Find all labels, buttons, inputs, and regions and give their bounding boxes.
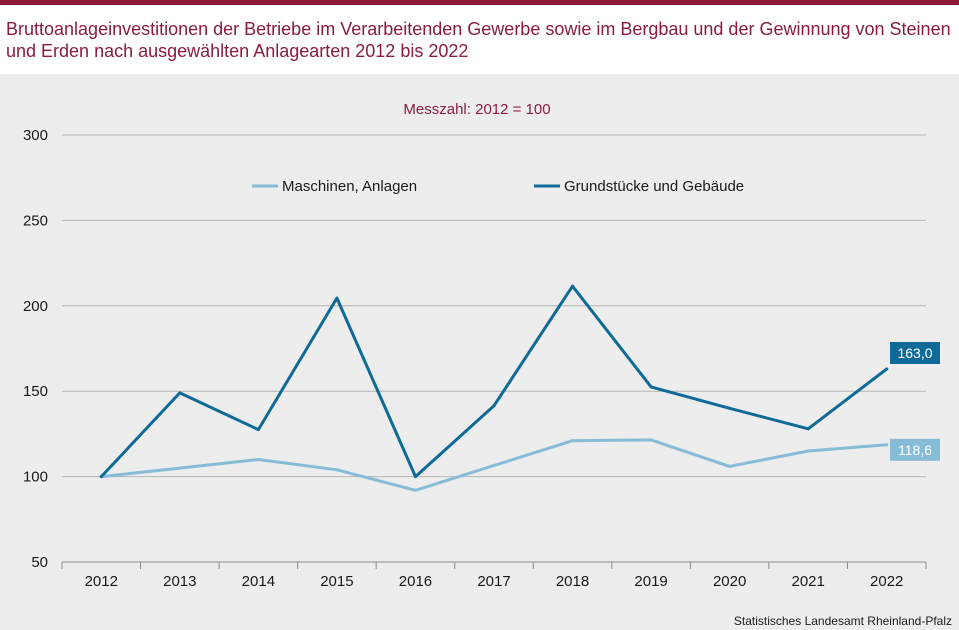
- chart-area: Messzahl: 2012 = 100 300 250 200 150 100 50 2…: [0, 85, 959, 630]
- chart-title: Bruttoanlageinvestitionen der Betriebe i…: [6, 19, 951, 61]
- x-tick-label: 2014: [242, 573, 275, 590]
- end-label-box: [890, 341, 940, 364]
- x-tick-label: 2019: [634, 573, 667, 590]
- data-point: [728, 406, 732, 410]
- data-point: [728, 464, 732, 468]
- chart-subtitle: Messzahl: 2012 = 100: [403, 101, 550, 118]
- x-tick-label: 2022: [870, 573, 903, 590]
- data-point: [806, 427, 810, 431]
- data-point: [649, 438, 653, 442]
- y-tick-label: 50: [31, 554, 48, 571]
- legend-label: Grundstücke und Gebäude: [564, 178, 744, 195]
- y-tick-label: 150: [23, 383, 48, 400]
- data-point: [649, 385, 653, 389]
- legend-label: Maschinen, Anlagen: [282, 178, 417, 195]
- source-note: Statistisches Landesamt Rheinland-Pfalz: [733, 614, 952, 628]
- data-point: [256, 428, 260, 432]
- data-point: [256, 458, 260, 462]
- legend: Maschinen, Anlagen Grundstücke und Gebäud…: [252, 178, 744, 195]
- header: Bruttoanlageinvestitionen der Betriebe i…: [0, 5, 959, 74]
- x-tick-label: 2020: [713, 573, 746, 590]
- data-point: [413, 488, 417, 492]
- y-tick-label: 200: [23, 298, 48, 315]
- data-point: [178, 466, 182, 470]
- data-point: [571, 439, 575, 443]
- data-point: [492, 404, 496, 408]
- x-axis: 2012 2013 2014 2015 2016 2017 2018 2019 2020 2021…: [61, 561, 927, 590]
- line-chart: Messzahl: 2012 = 100 300 250 200 150 100 50 2…: [23, 101, 940, 590]
- data-point: [413, 475, 417, 479]
- y-tick-label: 300: [23, 127, 48, 144]
- top-accent-bar: [0, 0, 959, 5]
- end-value-labels: 118,6 163,0: [890, 341, 940, 461]
- data-point: [885, 443, 889, 447]
- data-point: [335, 468, 339, 472]
- data-point: [492, 463, 496, 467]
- end-value-label: 163,0: [897, 345, 932, 361]
- y-tick-label: 250: [23, 212, 48, 229]
- x-tick-label: 2013: [163, 573, 196, 590]
- data-point: [178, 391, 182, 395]
- series-lines: [99, 284, 889, 492]
- end-value-label: 118,6: [898, 442, 932, 458]
- data-point: [99, 475, 103, 479]
- y-axis-ticks: 300 250 200 150 100 50: [23, 127, 48, 571]
- data-point: [885, 367, 889, 371]
- data-point: [571, 284, 575, 288]
- y-tick-label: 100: [23, 469, 48, 486]
- x-tick-label: 2021: [791, 573, 824, 590]
- grid-lines: [62, 134, 926, 478]
- data-point: [806, 449, 810, 453]
- x-tick-label: 2012: [85, 573, 118, 590]
- x-tick-label: 2018: [556, 573, 589, 590]
- x-tick-label: 2017: [477, 573, 510, 590]
- series-line-grundstuecke-gebaeude: [99, 284, 889, 479]
- data-point: [335, 296, 339, 300]
- end-label-box: [890, 438, 940, 461]
- x-tick-label: 2016: [399, 573, 432, 590]
- x-tick-label: 2015: [320, 573, 353, 590]
